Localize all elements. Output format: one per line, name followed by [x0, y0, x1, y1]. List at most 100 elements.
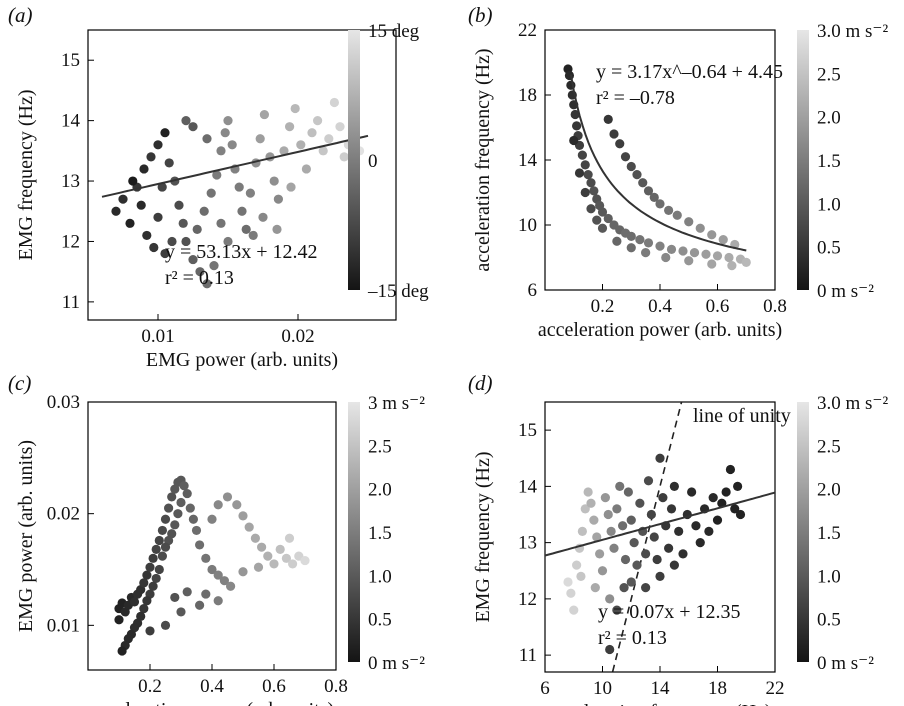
data-point [646, 509, 656, 520]
y-axis-label: acceleration frequency (Hz) [472, 48, 494, 271]
data-point [114, 615, 124, 625]
panel-d: (d) 6 10 14 18 22 11 12 13 14 15 acceleration frequ… [468, 371, 888, 706]
x-tick-label: 0.2 [138, 676, 162, 697]
data-point [730, 504, 740, 514]
y-tick-label: 11 [62, 292, 80, 313]
colorbar [797, 30, 809, 290]
data-point [188, 514, 198, 524]
data-point [241, 224, 251, 234]
y-tick-label: 14 [518, 150, 538, 171]
data-point [307, 128, 317, 138]
fit-equation: y = 3.17x^–0.64 + 4.45 [596, 61, 783, 83]
fit-equation: y = 0.07x + 12.35 [598, 601, 741, 623]
data-point [145, 562, 155, 572]
data-point [269, 176, 279, 186]
data-point [139, 164, 149, 174]
colorbar-tick-label: 1.0 [817, 194, 841, 215]
data-point [301, 164, 311, 174]
colorbar [348, 30, 360, 290]
data-point [612, 504, 622, 514]
data-point [213, 596, 223, 606]
data-point [226, 581, 236, 591]
data-point [643, 238, 654, 248]
axes-frame [87, 29, 397, 321]
data-point [222, 492, 233, 502]
data-point [216, 218, 226, 228]
data-point [164, 503, 174, 513]
data-point [157, 182, 167, 192]
data-point [223, 236, 233, 247]
data-point [151, 544, 161, 555]
data-point [572, 121, 582, 131]
data-point [649, 192, 659, 202]
data-point [275, 544, 285, 555]
fit-equation: r² = 0.13 [165, 267, 234, 289]
data-point [272, 224, 282, 234]
y-tick-label: 6 [528, 280, 538, 301]
data-point [695, 538, 705, 548]
panel-label: (b) [468, 3, 493, 27]
data-point [603, 509, 613, 520]
data-point [181, 236, 191, 247]
fit-line [569, 74, 747, 252]
data-point [620, 554, 631, 565]
data-point [580, 504, 590, 514]
data-point [603, 114, 613, 124]
y-tick-label: 12 [61, 231, 80, 252]
data-point [154, 564, 164, 575]
data-point [212, 170, 222, 180]
axes-frame [87, 401, 337, 671]
y-tick-label: 15 [61, 50, 80, 71]
colorbar-tick-label: 0.5 [817, 238, 841, 259]
data-point [118, 194, 128, 204]
data-point [182, 488, 192, 499]
data-point [669, 481, 679, 491]
data-point [160, 248, 170, 259]
data-point [167, 236, 177, 247]
data-point [339, 152, 349, 162]
data-point [296, 140, 306, 150]
colorbar-tick-label: 0 m s⁻² [368, 653, 425, 674]
data-point [583, 487, 593, 497]
data-point [727, 261, 737, 271]
y-tick-label: 12 [518, 589, 537, 610]
data-point [586, 204, 596, 214]
data-point [701, 249, 711, 259]
colorbar-tick-label: 1.5 [817, 523, 841, 544]
colorbar-tick-label: 0 m s⁻² [817, 281, 874, 302]
y-axis-label: EMG frequency (Hz) [15, 89, 37, 260]
data-point [129, 597, 140, 607]
data-point [206, 188, 216, 198]
colorbar-tick-label: 0.5 [368, 610, 392, 631]
data-point [592, 532, 602, 542]
data-point [687, 487, 697, 497]
colorbar-tick-label: 0.5 [817, 610, 841, 631]
data-point [733, 481, 743, 491]
colorbar-tick-label: 3.0 m s⁻² [817, 21, 888, 42]
data-point [609, 543, 619, 553]
data-point [185, 503, 195, 513]
data-point [632, 560, 642, 570]
data-point [245, 188, 255, 198]
data-point [216, 146, 226, 156]
data-point [142, 230, 152, 241]
data-point [290, 103, 300, 114]
data-point [288, 559, 298, 569]
data-point [606, 526, 616, 536]
data-point [238, 567, 248, 577]
data-point [170, 520, 180, 530]
data-point [160, 128, 170, 138]
y-tick-label: 13 [61, 171, 80, 192]
data-point [153, 212, 163, 222]
y-axis-label: EMG frequency (Hz) [472, 451, 494, 622]
data-point [708, 493, 718, 503]
data-point [313, 116, 323, 126]
data-point [191, 525, 202, 536]
data-point [201, 589, 211, 599]
data-point [600, 493, 610, 503]
data-point [595, 549, 605, 559]
fit-equation: y = 53.13x + 12.42 [165, 241, 318, 263]
data-point [263, 551, 273, 561]
data-point [590, 583, 600, 593]
data-point [182, 587, 192, 597]
